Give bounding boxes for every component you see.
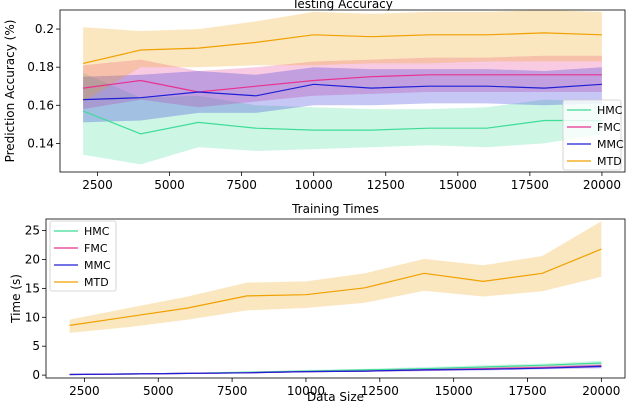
mtd-line [82, 32, 602, 64]
mtd-band [69, 221, 602, 333]
mmc-line [83, 83, 602, 101]
legend-label-mmc: MMC [84, 259, 111, 272]
legend-label-hmc: HMC [84, 225, 110, 238]
legend-label-hmc: HMC [597, 104, 623, 117]
x-tick-label: 12500 [361, 384, 399, 398]
legend-label-mtd: MTD [84, 276, 109, 289]
chart-title: Testing Accuracy [291, 0, 393, 11]
y-tick-label: 0.16 [27, 98, 54, 112]
hmc-band [69, 360, 602, 375]
x-tick-label: 5000 [143, 384, 174, 398]
x-tick-label: 20000 [582, 384, 620, 398]
legend-box [562, 99, 622, 171]
training-times-panel: 2500 5000 7500 10000 12500 15000 17500 20000 0 5 1… [9, 202, 626, 403]
hmc-band [83, 72, 602, 165]
y-tick-label: 20 [25, 252, 40, 266]
y-axis-label: Time (s) [9, 274, 23, 324]
y-tick-label: 0.2 [35, 22, 54, 36]
legend-label-mmc: MMC [597, 138, 624, 151]
legend-label-fmc: FMC [597, 121, 621, 134]
y-tick-label: 25 [25, 224, 40, 238]
y-axis-label: Prediction Accuracy (%) [3, 20, 17, 163]
fmc-line [83, 74, 602, 93]
y-tick-label: 5 [32, 339, 40, 353]
legend-box [49, 220, 117, 292]
y-tick-label: 15 [25, 281, 40, 295]
x-tick-label: 17500 [508, 384, 546, 398]
x-axis-label: Data Size [307, 390, 364, 403]
y-tick-label: 0.18 [27, 60, 54, 74]
mtd-line [69, 248, 602, 326]
hmc-line [82, 110, 602, 135]
chart-title: Training Times [291, 202, 379, 216]
mtd-band [83, 10, 602, 102]
x-tick-label: 17500 [511, 178, 549, 192]
x-tick-label: 10000 [295, 178, 333, 192]
plot-frame [45, 218, 626, 379]
x-tick-label: 15000 [439, 178, 477, 192]
y-tick-label: 0 [32, 368, 40, 382]
legend-label-fmc: FMC [84, 242, 108, 255]
y-tick-label: 10 [25, 310, 40, 324]
x-tick-label: 20000 [583, 178, 621, 192]
x-tick-label: 12500 [367, 178, 405, 192]
x-tick-label: 15000 [435, 384, 473, 398]
testing-accuracy-panel: 2500 5000 7500 10000 12500 15000 17500 20000 0.1… [3, 0, 626, 192]
x-tick-label: 5000 [154, 178, 185, 192]
mmc-line [69, 365, 602, 376]
legend-label-mtd: MTD [597, 155, 622, 168]
fmc-band [83, 55, 602, 110]
plot-frame [59, 9, 626, 173]
x-tick-label: 7500 [226, 178, 257, 192]
mmc-band [83, 67, 602, 123]
x-tick-label: 2500 [82, 178, 113, 192]
y-tick-label: 0.14 [27, 136, 54, 150]
x-tick-label: 10000 [287, 384, 325, 398]
x-tick-label: 7500 [217, 384, 248, 398]
x-tick-label: 2500 [69, 384, 100, 398]
